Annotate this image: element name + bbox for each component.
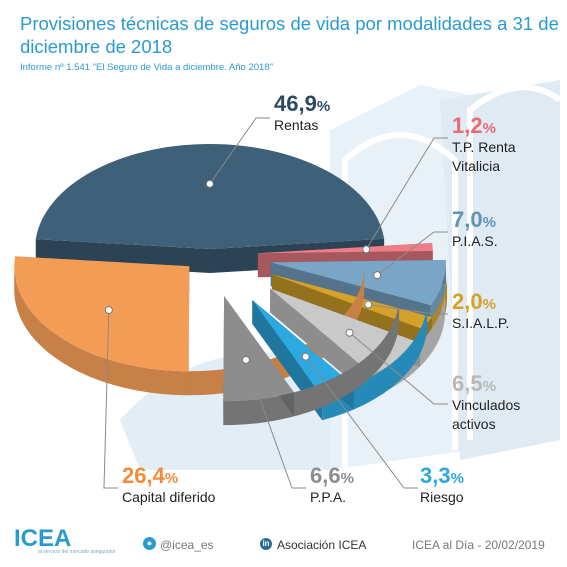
name-capital: Capital diferido (122, 489, 216, 505)
label-rentas: 46,9% Rentas (274, 91, 331, 135)
leader-vinculados-activos (349, 332, 448, 405)
value-tprv: 1,2 (452, 113, 483, 138)
value-sialp: 2,0 (452, 289, 483, 314)
slice-side-p-i-a-s- (430, 262, 446, 329)
percent-tprv: % (482, 120, 496, 137)
leader-dot-p-p-a- (241, 355, 250, 364)
slice-p-p-a- (223, 296, 294, 402)
slice-side-p-p-a- (223, 296, 400, 426)
linkedin-link[interactable]: Asociación ICEA (277, 538, 367, 552)
leader-capital-diferido (103, 309, 118, 489)
name-rentas: Rentas (274, 117, 319, 133)
icea-logo[interactable]: ICEA (14, 525, 72, 552)
name-pias: P.I.A.S. (452, 233, 498, 249)
leader-rentas (209, 117, 270, 185)
linkedin-icon[interactable]: in (260, 538, 272, 550)
value-rentas: 46,9 (274, 91, 317, 116)
label-pias: 7,0% P.I.A.S. (452, 207, 498, 251)
name-sialp: S.I.A.L.P. (452, 315, 510, 331)
slice-capital-diferido (14, 256, 190, 372)
leader-dot-rentas (205, 179, 214, 188)
label-ppa: 6,6% P.P.A. (310, 463, 354, 507)
leader-dot-p-i-a-s- (373, 271, 382, 280)
value-pias: 7,0 (452, 207, 483, 232)
leader-p-i-a-s- (376, 231, 448, 276)
percent-ppa: % (340, 470, 354, 487)
footer-date: ICEA al Día - 20/02/2019 (412, 538, 545, 552)
slice-s-i-a-l-p- (272, 274, 432, 329)
name-tprv-1: T.P. Renta (452, 139, 516, 155)
label-capital: 26,4% Capital diferido (122, 463, 216, 507)
percent-rentas: % (316, 98, 331, 115)
slice-riesgo (252, 299, 354, 397)
percent-sialp: % (482, 296, 496, 313)
leader-riesgo (305, 356, 418, 489)
name-vinc-2: activos (452, 416, 496, 432)
pie-slices (14, 144, 448, 426)
slice-face-vinculados-activos-1 (270, 288, 372, 399)
percent-capital: % (164, 470, 179, 487)
background-arch (342, 84, 562, 470)
slice-t-p-renta-vitalicia (257, 243, 433, 254)
leader-dot-s-i-a-l-p- (364, 300, 373, 309)
name-vinc-1: Vinculados (452, 397, 521, 413)
label-riesgo: 3,3% Riesgo (420, 463, 464, 507)
leader-p-p-a- (245, 359, 306, 489)
percent-pias: % (482, 214, 496, 231)
percent-vinc: % (482, 378, 496, 395)
leader-lines (103, 117, 448, 489)
chart-subtitle: Informe nº 1.541 "El Seguro de Vida a di… (20, 62, 273, 73)
label-vinc: 6,5% Vinculados activos (452, 371, 521, 434)
name-riesgo: Riesgo (420, 489, 464, 505)
leader-dot-capital-diferido (104, 305, 113, 314)
leader-s-i-a-l-p- (368, 304, 448, 315)
leader-dot-t-p-renta-vitalicia (362, 245, 371, 254)
slice-side-capital-diferido (14, 266, 365, 396)
value-ppa: 6,6 (310, 463, 341, 488)
chart-title: Provisiones técnicas de seguros de vida … (20, 13, 559, 57)
slice-face-capital-diferido-0 (188, 266, 190, 396)
value-riesgo: 3,3 (420, 463, 451, 488)
icea-logo-tagline: al servicio del mercado asegurador (38, 549, 116, 555)
percent-riesgo: % (450, 470, 464, 487)
leader-t-p-renta-vitalicia (365, 137, 448, 250)
leader-dot-vinculados-activos (345, 328, 354, 337)
slice-rentas (35, 144, 385, 250)
label-sialp: 2,0% S.I.A.L.P. (452, 289, 510, 333)
name-ppa: P.P.A. (310, 489, 347, 505)
leader-dots (104, 179, 382, 364)
label-tprv: 1,2% T.P. Renta Vitalicia (452, 113, 516, 176)
value-vinc: 6,5 (452, 371, 483, 396)
name-tprv-2: Vitalicia (452, 158, 500, 174)
value-capital: 26,4 (122, 463, 165, 488)
twitter-handle-link[interactable]: @icea_es (160, 538, 214, 552)
twitter-bird-icon[interactable]: ● (143, 537, 156, 550)
slice-p-i-a-s- (270, 259, 446, 305)
leader-dot-riesgo (301, 352, 310, 361)
